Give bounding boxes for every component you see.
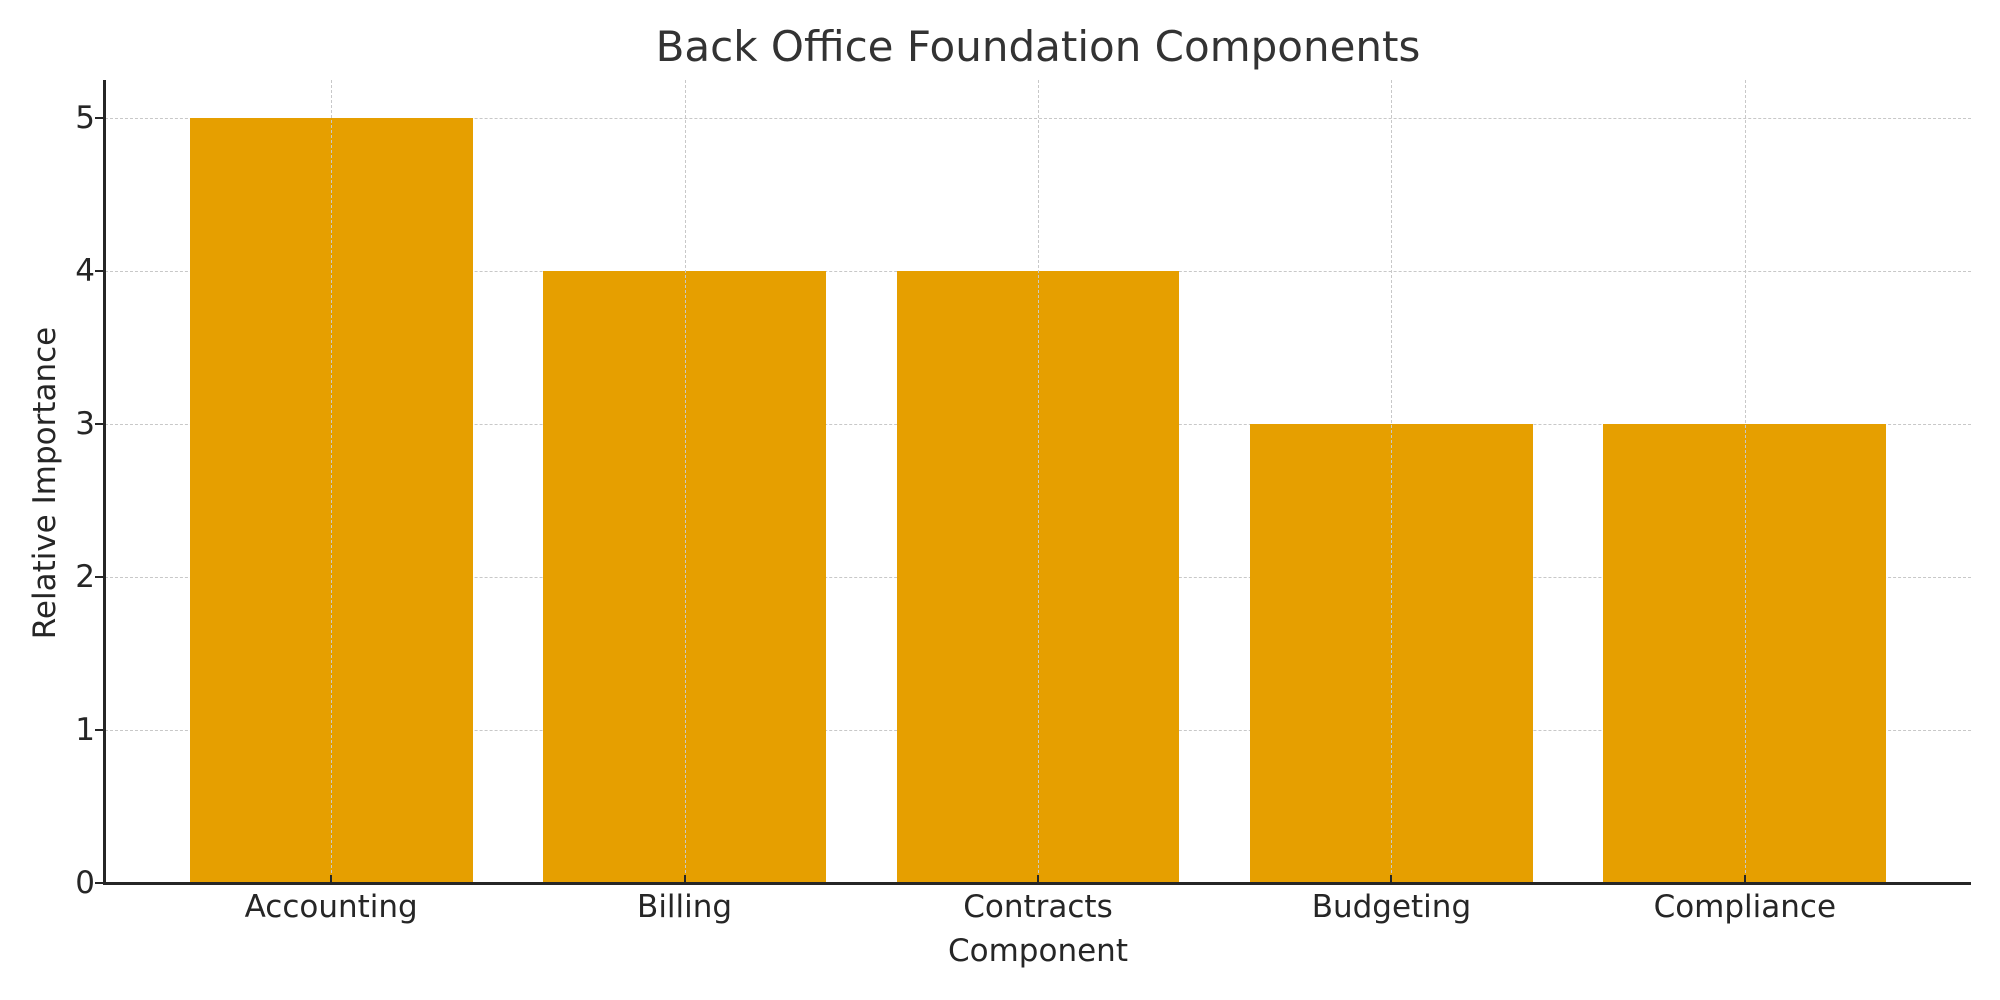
x-axis-label: Component xyxy=(948,933,1128,969)
v-gridline xyxy=(1391,80,1393,883)
plot-area xyxy=(105,80,1971,883)
x-tick-mark xyxy=(330,875,333,884)
y-tick-mark xyxy=(95,117,104,120)
x-tick-label: Accounting xyxy=(244,889,418,925)
bar-contracts xyxy=(896,271,1180,883)
y-tick-mark xyxy=(95,423,104,426)
y-tick-label: 4 xyxy=(75,253,95,290)
y-tick-label: 0 xyxy=(75,865,95,901)
x-tick-mark xyxy=(683,875,686,884)
v-gridline xyxy=(1038,80,1039,883)
y-tick-label: 2 xyxy=(75,559,95,596)
chart-title: Back Office Foundation Components xyxy=(655,22,1421,71)
y-axis-line xyxy=(103,80,106,885)
v-gridline xyxy=(331,80,333,883)
x-tick-mark xyxy=(1037,875,1039,884)
x-tick-label: Compliance xyxy=(1653,889,1837,925)
y-tick-label: 5 xyxy=(75,100,95,137)
y-tick-mark xyxy=(95,576,104,579)
v-gridline xyxy=(1744,80,1746,883)
y-tick-mark xyxy=(95,270,104,273)
y-tick-mark xyxy=(95,729,104,732)
x-tick-mark xyxy=(1743,875,1746,884)
y-tick-label: 1 xyxy=(75,712,95,749)
v-gridline xyxy=(684,80,686,883)
x-tick-label: Budgeting xyxy=(1311,889,1472,925)
y-tick-label: 3 xyxy=(75,406,95,443)
bar-budgeting xyxy=(1250,424,1533,883)
x-tick-label: Contracts xyxy=(963,889,1113,925)
x-tick-mark xyxy=(1390,875,1393,884)
y-tick-mark xyxy=(95,882,104,884)
x-tick-label: Billing xyxy=(637,889,733,925)
